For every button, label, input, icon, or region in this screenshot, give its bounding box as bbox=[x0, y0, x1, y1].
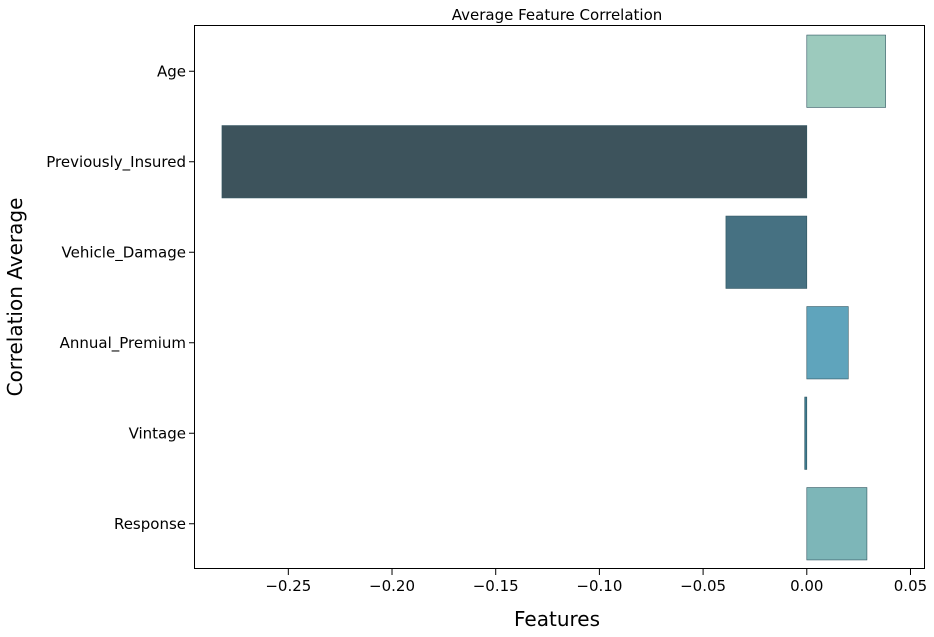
plot-frame bbox=[194, 25, 925, 569]
x-tick-label: −0.05 bbox=[680, 577, 726, 595]
y-tick-label: Response bbox=[114, 515, 186, 533]
x-axis-label: Features bbox=[514, 607, 600, 631]
bar-response bbox=[806, 487, 868, 561]
bar-age bbox=[806, 34, 886, 108]
y-tick-label: Annual_Premium bbox=[60, 334, 186, 353]
chart-title: Average Feature Correlation bbox=[452, 6, 663, 24]
x-tick-label: 0.05 bbox=[894, 577, 927, 595]
x-axis: −0.25 −0.20 −0.15 −0.10 −0.05 0.00 0.05 bbox=[265, 569, 927, 595]
bar-vehicle-damage bbox=[725, 215, 808, 289]
x-tick-label: 0.00 bbox=[790, 577, 823, 595]
y-tick-label: Age bbox=[157, 62, 186, 80]
x-tick-label: −0.15 bbox=[473, 577, 519, 595]
x-tick-label: −0.20 bbox=[369, 577, 415, 595]
x-tick-label: −0.25 bbox=[265, 577, 311, 595]
y-axis-label: Correlation Average bbox=[3, 198, 27, 397]
y-tick-label: Previously_Insured bbox=[46, 153, 186, 172]
bar-previously-insured bbox=[221, 125, 808, 199]
bar-vintage bbox=[804, 396, 808, 470]
x-tick-label: −0.10 bbox=[576, 577, 622, 595]
y-tick-label: Vehicle_Damage bbox=[62, 243, 186, 262]
y-tick-label: Vintage bbox=[129, 424, 186, 442]
bar-annual-premium bbox=[806, 306, 849, 380]
y-axis: Age Previously_Insured Vehicle_Damage Annua… bbox=[46, 62, 195, 533]
bars-group bbox=[221, 34, 886, 561]
